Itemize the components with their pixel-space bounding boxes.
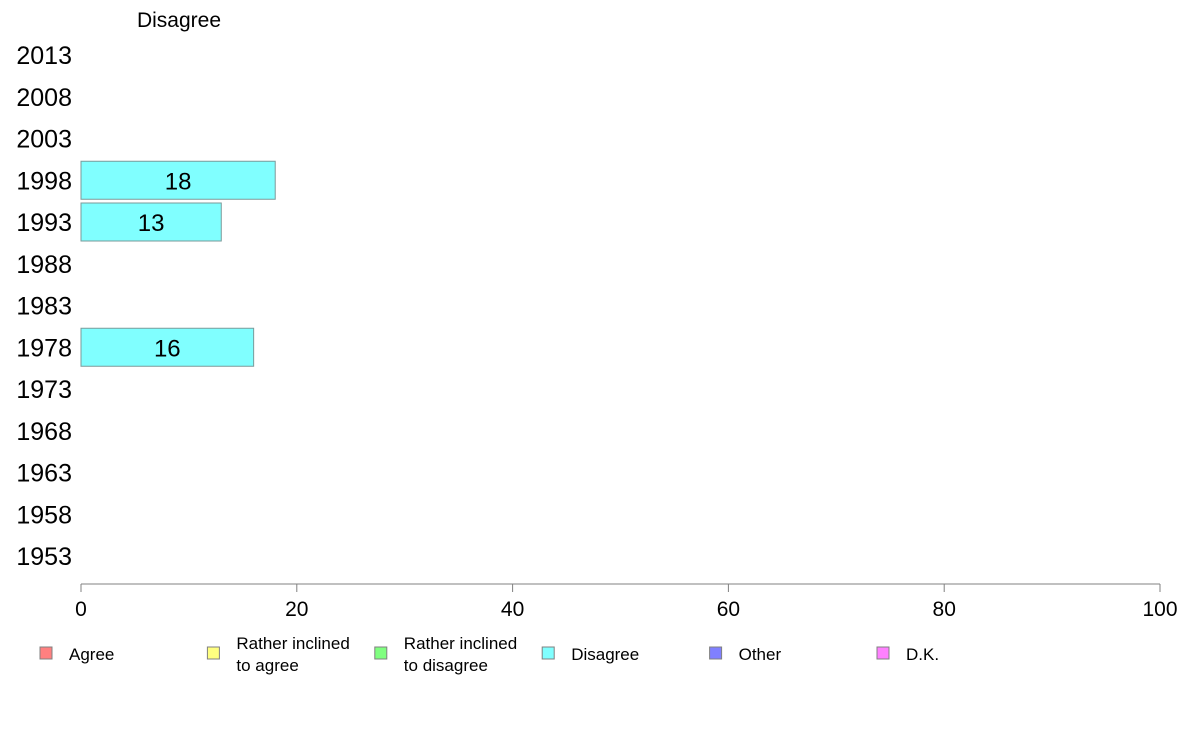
y-tick-label: 1968 [16, 418, 72, 446]
bar-data-label: 16 [154, 335, 181, 362]
y-tick-label: 2013 [16, 42, 72, 70]
y-tick-label: 1973 [16, 376, 72, 404]
x-tick-label: 80 [933, 598, 956, 621]
bar [80, 202, 222, 242]
legend-label: D.K. [906, 645, 939, 664]
y-tick-label: 1958 [16, 501, 72, 529]
y-tick-label: 1988 [16, 251, 72, 279]
y-tick-label: 2003 [16, 126, 72, 154]
legend: Agree Rather inclined to agree Rather incli… [39, 634, 939, 675]
x-tick-label: 0 [75, 598, 87, 621]
x-tick-label: 40 [501, 598, 524, 621]
y-tick-label: 1993 [16, 209, 72, 237]
bar [80, 327, 255, 367]
legend-label: Rather inclined to disagree [404, 634, 517, 675]
legend-swatch [709, 646, 723, 660]
legend-swatch [39, 646, 53, 660]
y-tick-label: 1963 [16, 460, 72, 488]
legend-swatch [206, 646, 220, 660]
legend-label: Agree [69, 645, 114, 664]
legend-swatch [876, 646, 890, 660]
y-tick-label: 2008 [16, 84, 72, 112]
y-tick-label: 1998 [16, 167, 72, 195]
legend-label: Rather inclined to agree [236, 634, 349, 675]
y-tick-label: 1983 [16, 293, 72, 321]
bar-data-label: 13 [138, 210, 165, 237]
bar [80, 160, 276, 200]
legend-label: Disagree [571, 645, 639, 664]
legend-swatch [374, 646, 388, 660]
x-tick-label: 60 [717, 598, 740, 621]
chart-title: Disagree [137, 9, 221, 32]
x-tick-label: 100 [1142, 598, 1177, 621]
y-tick-label: 1953 [16, 543, 72, 571]
bar-data-label: 18 [165, 168, 192, 195]
legend-swatch [541, 646, 555, 660]
x-tick-label: 20 [285, 598, 308, 621]
legend-label: Other [739, 645, 782, 664]
x-axis: 0 20 40 60 80 100 [75, 583, 1178, 621]
y-tick-label: 1978 [16, 334, 72, 362]
y-axis-labels: 2013 2008 2003 1998 1993 1988 1983 1978 1973 1968… [16, 42, 72, 571]
